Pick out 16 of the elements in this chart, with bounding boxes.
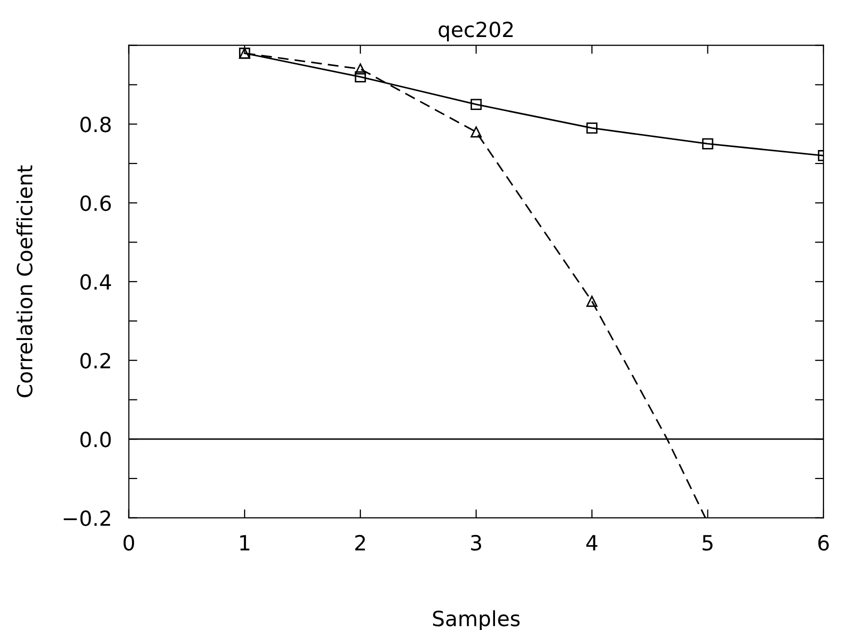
x-tick-label: 6 bbox=[818, 534, 829, 551]
x-tick-label: 3 bbox=[471, 534, 482, 551]
x-tick-label: 0 bbox=[124, 534, 134, 551]
x-tick-label: 2 bbox=[355, 534, 365, 550]
y-tick-label: 0.0 bbox=[80, 432, 111, 448]
y-tick-label: 0.6 bbox=[80, 195, 111, 212]
y-tick-label: −0.2 bbox=[64, 510, 110, 526]
x-tick-label: 1 bbox=[240, 535, 250, 550]
x-axis-title: Samples bbox=[433, 610, 520, 630]
y-tick-label: 0.4 bbox=[80, 274, 111, 290]
x-tick-label: 5 bbox=[702, 535, 713, 551]
chart-title: qec202 bbox=[438, 22, 513, 42]
y-tick-label: 0.8 bbox=[80, 116, 111, 132]
x-tick-label: 4 bbox=[586, 535, 598, 550]
y-tick-label: 0.2 bbox=[80, 352, 110, 369]
y-axis-title: Correlation Coefficient bbox=[16, 165, 33, 398]
